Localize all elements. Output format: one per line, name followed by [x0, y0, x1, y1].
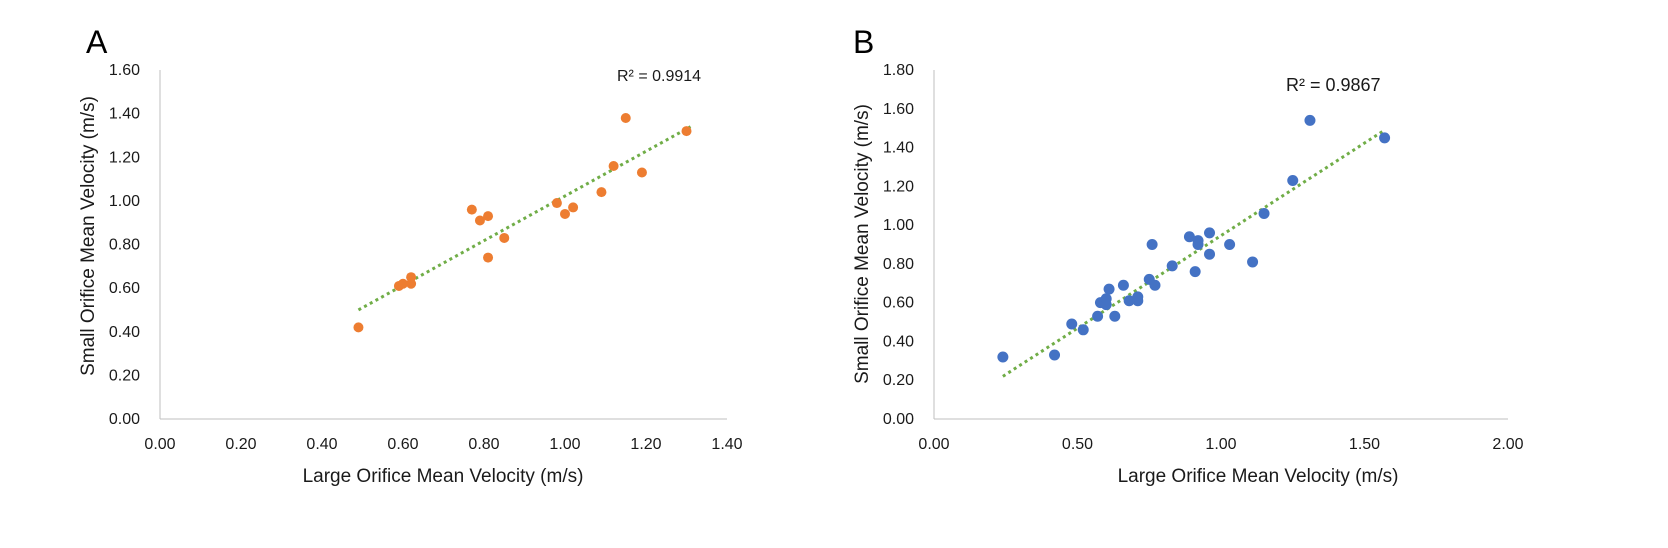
panel-b-data-point — [1100, 293, 1112, 305]
panel-a-data-point — [568, 202, 579, 213]
panel-b-data-point — [1077, 324, 1089, 336]
panel-a-y-tick-label: 0.40 — [109, 324, 140, 341]
panel-a-letter: A — [86, 24, 108, 60]
panel-a-trendline — [357, 125, 692, 312]
panel-b-x-axis-title: Large Orifice Mean Velocity (m/s) — [1118, 466, 1399, 487]
panel-a-y-tick-label: 0.20 — [109, 367, 140, 384]
panel-b-x-tick-label: 1.00 — [1205, 436, 1236, 453]
panel-a-x-tick-label: 1.00 — [549, 436, 580, 453]
panel-b-data-point — [1379, 132, 1391, 144]
panel-b-y-tick-label: 1.20 — [883, 178, 914, 195]
panel-a-x-tick-label: 0.20 — [225, 436, 256, 453]
panel-b-y-tick-label: 0.80 — [883, 256, 914, 273]
panel-b-x-tick-label: 1.50 — [1349, 436, 1380, 453]
panel-b-y-tick-label: 0.00 — [883, 411, 914, 428]
panel-a-y-tick-label: 0.00 — [109, 411, 140, 428]
panel-b-y-tick-label: 1.40 — [883, 140, 914, 157]
panel-b-y-tick-label: 1.00 — [883, 217, 914, 234]
panel-b-data-point — [1117, 279, 1129, 291]
panel-a-y-tick-label: 1.40 — [109, 106, 140, 123]
panel-b-y-tick-label: 0.20 — [883, 372, 914, 389]
panel-b-data-point — [1247, 256, 1259, 268]
panel-b-data-point — [1287, 175, 1299, 187]
panel-b-x-tick-label: 0.50 — [1062, 436, 1093, 453]
panel-b-data-point — [1166, 260, 1178, 272]
panel-b-data-point — [1103, 283, 1115, 295]
panel-b-data-point — [1204, 248, 1216, 260]
panel-b-data-point — [1192, 235, 1204, 247]
panel-a-y-axis-title: Small Orifice Mean Velocity (m/s) — [78, 96, 99, 376]
panel-b-data-point — [1132, 291, 1144, 303]
panel-a-x-tick-label: 0.40 — [306, 436, 337, 453]
panel-b-data-point — [1183, 231, 1195, 243]
panel-b-letter: B — [853, 24, 874, 60]
panel-b-data-point — [1123, 295, 1135, 307]
panel-a-data-point — [466, 204, 477, 215]
panel-b-data-point — [1146, 239, 1158, 250]
panel-a-data-point — [596, 187, 607, 198]
panel-a-y-tick-label: 1.60 — [109, 62, 140, 79]
panel-b-points — [997, 114, 1391, 363]
panel-a: A 0.00 0.20 0.40 0.60 0.80 1.00 1.20 1.40 1.60 0… — [78, 24, 743, 487]
panel-b-y-tick-label: 0.40 — [883, 333, 914, 350]
panel-b-data-point — [1049, 349, 1061, 361]
panel-a-data-point — [499, 232, 510, 243]
panel-a-data-point — [551, 198, 562, 209]
panel-a-data-point — [406, 272, 417, 283]
panel-b-x-tick-labels: 0.00 0.50 1.00 1.50 2.00 — [918, 436, 1523, 453]
panel-a-y-tick-label: 1.00 — [109, 193, 140, 210]
panel-b-trendline — [1002, 128, 1386, 378]
panel-a-x-tick-label: 0.80 — [468, 436, 499, 453]
panel-a-data-point — [398, 278, 408, 289]
panel-a-data-point — [636, 167, 647, 178]
panel-a-x-tick-label: 0.00 — [144, 436, 175, 453]
panel-b: B 0.00 0.20 0.40 0.60 0.80 1.00 1.20 1.40 1.60 1.… — [852, 24, 1524, 487]
panel-b-x-tick-label: 0.00 — [918, 436, 949, 453]
panel-b-r2-label: R² = 0.9867 — [1286, 75, 1381, 95]
panel-a-x-tick-labels: 0.00 0.20 0.40 0.60 0.80 1.00 1.20 1.40 — [144, 436, 742, 453]
panel-b-data-point — [1066, 318, 1078, 330]
panel-a-y-tick-label: 0.80 — [109, 237, 140, 254]
panel-a-data-point — [483, 252, 494, 263]
panel-a-x-tick-label: 1.20 — [630, 436, 661, 453]
panel-b-data-point — [1109, 310, 1121, 322]
panel-a-x-axis-title: Large Orifice Mean Velocity (m/s) — [303, 466, 584, 487]
panel-a-data-point — [474, 215, 485, 226]
panel-a-data-point — [353, 322, 364, 333]
panel-a-r2-label: R² = 0.9914 — [617, 68, 701, 85]
panel-a-data-point — [608, 160, 619, 171]
panel-b-data-point — [1149, 279, 1161, 291]
panel-a-data-point — [483, 211, 494, 222]
panel-b-data-point — [1092, 310, 1104, 322]
panel-b-data-point — [1204, 227, 1216, 239]
panel-a-points — [353, 112, 692, 333]
panel-b-x-tick-label: 2.00 — [1492, 436, 1523, 453]
panel-a-data-point — [620, 112, 631, 123]
panel-b-y-tick-label: 1.60 — [883, 101, 914, 118]
panel-b-y-tick-label: 0.60 — [883, 295, 914, 312]
panel-a-x-tick-label: 0.60 — [387, 436, 418, 453]
panel-b-data-point — [997, 351, 1009, 363]
panel-b-data-point — [1258, 207, 1270, 219]
panel-b-y-tick-label: 1.80 — [883, 62, 914, 79]
panel-a-y-tick-label: 0.60 — [109, 280, 140, 297]
panel-a-data-point — [560, 208, 570, 219]
panel-b-data-point — [1189, 266, 1201, 278]
panel-b-data-point — [1224, 239, 1236, 250]
panel-b-y-tick-labels: 0.00 0.20 0.40 0.60 0.80 1.00 1.20 1.40 1.60 1.80 — [883, 62, 914, 428]
panel-b-data-point — [1304, 114, 1316, 126]
panel-a-x-tick-label: 1.40 — [711, 436, 742, 453]
panel-a-data-point — [681, 126, 692, 137]
panel-a-y-tick-labels: 0.00 0.20 0.40 0.60 0.80 1.00 1.20 1.40 1.60 — [109, 62, 140, 428]
panel-a-y-tick-label: 1.20 — [109, 149, 140, 166]
panel-b-y-axis-title: Small Orifice Mean Velocity (m/s) — [852, 104, 873, 384]
